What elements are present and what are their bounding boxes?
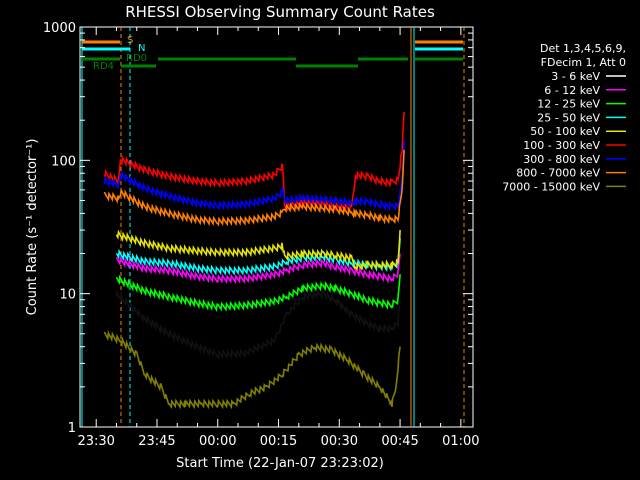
chart-title: RHESSI Observing Summary Count Rates [125,3,435,21]
flag-label-rd0: RD0 [126,53,147,64]
y-tick-label: 1 [68,421,76,436]
legend-header-line-2: FDecim 1, Att 0 [541,56,626,69]
x-tick-label: 00:30 [321,434,358,449]
x-tick-label: 00:00 [199,434,236,449]
legend-label: 12 - 25 keV [537,98,600,111]
series-line [103,149,405,227]
series-line [103,140,405,212]
x-axis: 23:30 23:45 00:00 00:15 00:30 00:45 01:00 [77,27,480,449]
y-axis: 1 10 100 1000 [43,21,473,436]
series-layer [103,112,405,410]
legend-label: 100 - 300 keV [523,139,600,152]
y-tick-label: 10 [59,288,76,303]
series-line [103,330,401,410]
flag-label-s: S [127,35,133,46]
legend-label: 50 - 100 keV [530,125,600,138]
x-axis-label: Start Time (22-Jan-07 23:23:02) [176,456,384,471]
flag-label-rd4: RD4 [93,61,114,72]
mode-flags: S N RD0 RD4 [93,35,147,72]
x-tick-label: 01:00 [442,434,479,449]
series-line [115,229,401,272]
series-line [115,288,401,361]
legend-label: 3 - 6 keV [551,70,600,83]
series-line [115,274,401,313]
legend-label: 300 - 800 keV [523,153,600,166]
plot-frame [79,26,474,428]
legend-label: 25 - 50 keV [537,111,600,124]
legend: Det 1,3,4,5,6,9, FDecim 1, Att 0 3 - 6 k… [502,42,626,193]
series-line [115,238,401,276]
legend-label: 800 - 7000 keV [516,167,600,180]
y-axis-label: Count Rate (s⁻¹ detector⁻¹) [25,139,40,316]
x-tick-label: 00:45 [381,434,418,449]
series-line [103,112,405,214]
legend-header-line-1: Det 1,3,4,5,6,9, [540,42,626,55]
x-tick-label: 23:45 [138,434,175,449]
y-tick-label: 1000 [43,21,76,36]
legend-label: 6 - 12 keV [544,84,600,97]
flag-label-n: N [138,43,145,54]
y-tick-label: 100 [51,154,76,169]
flag-bars [81,27,465,427]
legend-label: 7000 - 15000 keV [502,180,600,193]
x-tick-label: 23:30 [77,434,114,449]
x-tick-label: 00:15 [260,434,297,449]
series-line [115,253,401,285]
